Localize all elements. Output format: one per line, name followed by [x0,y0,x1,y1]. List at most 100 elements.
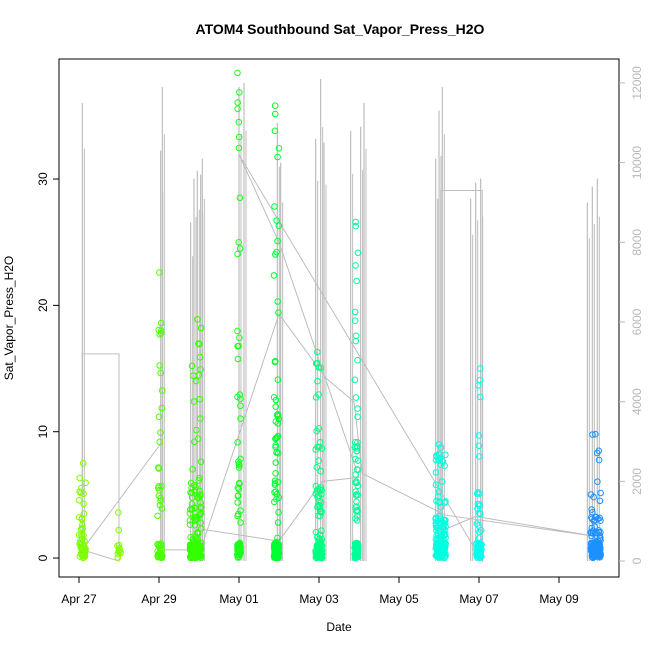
data-point [188,505,196,512]
data-point [435,530,442,538]
data-point [236,194,244,202]
data-point [81,553,89,560]
data-point [275,145,283,152]
data-point [272,488,280,495]
data-point [155,413,163,421]
data-point [477,527,485,534]
y2-tick-label: 10000 [630,146,644,180]
y-tick-label: 20 [36,298,50,312]
data-point [197,519,204,527]
data-point [271,127,279,135]
data-point [433,540,441,547]
data-point [314,542,321,549]
data-point [234,327,241,335]
data-point [235,133,243,141]
data-point [432,519,440,527]
data-point [195,340,202,347]
data-point [192,377,200,385]
data-point [234,484,242,491]
data-point [158,387,166,394]
data-point [271,203,278,210]
data-point [235,118,243,126]
data-point [190,514,197,521]
data-point [188,489,196,497]
data-point [196,415,204,422]
data-point [434,493,442,501]
data-point [475,432,483,439]
data-point [353,478,360,485]
data-point [437,503,445,511]
data-point [475,522,482,529]
data-point [155,552,162,560]
data-point [157,329,165,337]
data-point [158,505,166,512]
data-point [351,317,359,325]
data-point [78,524,86,532]
data-point [354,543,361,551]
data-point [80,510,88,518]
data-point [432,469,440,476]
data-point [314,547,322,554]
data-point [352,455,359,463]
data-point [590,516,598,524]
data-point [274,412,282,420]
data-point [157,369,164,377]
y-axis-label: Sat_Vapor_Press_H2O [2,256,16,381]
data-point [588,506,596,513]
data-point [315,538,323,545]
data-point [592,430,599,438]
data-point [351,439,359,446]
data-point [196,487,203,495]
data-point [235,458,242,465]
data-point [80,500,87,508]
plot-frame [58,58,620,578]
data-point [436,451,443,459]
data-point [352,479,359,486]
data-point [440,540,448,548]
data-point [354,249,362,257]
data-point [237,519,244,526]
data-point [157,541,164,549]
data-point [593,546,600,553]
data-point [315,391,322,398]
data-point [187,479,195,487]
data-point [316,438,324,446]
data-point [476,509,483,517]
data-point [155,464,162,471]
data-point [352,222,360,230]
data-point [317,364,325,372]
data-point [194,316,201,323]
data-point [192,483,199,491]
secondary-series-line [81,154,596,563]
data-point [114,542,121,550]
data-point [194,529,201,536]
data-point [352,515,359,522]
data-point [274,552,282,560]
data-point [196,492,204,500]
data-point [195,545,203,553]
data-point [477,393,484,401]
data-point [272,403,280,411]
x-tick-label: Apr 27 [61,592,97,606]
data-point [318,547,326,554]
data-point [315,492,323,500]
data-point [157,429,164,437]
data-point [76,488,83,496]
data-point [234,69,241,77]
data-point [271,553,279,560]
data-point [75,497,83,504]
data-point [237,507,244,514]
data-point [156,438,163,446]
data-point [197,366,204,373]
data-point [273,448,281,456]
data-point [442,523,449,530]
data-point [316,512,324,520]
data-point [433,452,440,460]
data-point [236,391,244,398]
data-point [156,501,164,509]
data-point [589,509,596,516]
data-point [194,535,201,543]
data-point [275,309,282,316]
data-point [589,431,596,438]
data-point [318,487,326,494]
